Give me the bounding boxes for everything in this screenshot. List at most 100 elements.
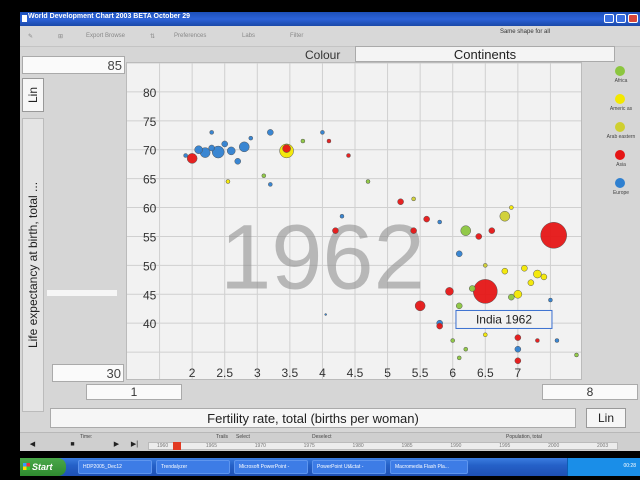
bubble[interactable]	[456, 355, 462, 361]
bubble[interactable]	[548, 297, 553, 303]
bubble[interactable]	[554, 338, 560, 343]
task-item-powerpoint[interactable]: Microsoft PowerPoint -	[234, 460, 308, 474]
legend-dot[interactable]	[615, 178, 625, 188]
bubble[interactable]	[473, 279, 498, 304]
bubble[interactable]	[475, 233, 483, 240]
bubble[interactable]	[483, 332, 488, 337]
trail-icon[interactable]: ⇅	[150, 34, 156, 40]
legend-label[interactable]: Asia	[616, 162, 626, 168]
colour-select[interactable]: Continents	[355, 46, 615, 62]
bubble[interactable]	[527, 279, 535, 286]
bubble[interactable]	[267, 129, 274, 136]
bubble[interactable]	[326, 138, 332, 144]
timeline-track[interactable]: 1960 1965 1970 1975 1980 1985 1990 1995 2000 2003	[148, 442, 618, 450]
toolbar-item-preferences[interactable]: Preferences	[174, 33, 207, 39]
bubble[interactable]	[365, 179, 371, 184]
bubble[interactable]	[186, 153, 198, 164]
x-axis-selector[interactable]: Fertility rate, total (births per woman)	[50, 408, 576, 428]
bubble[interactable]	[574, 352, 579, 358]
task-item-powerpoint-2[interactable]: PowerPoint Ut&ctat -	[312, 460, 386, 474]
rewind-icon[interactable]: ◀	[29, 441, 36, 448]
bubble[interactable]	[437, 219, 442, 225]
bubble[interactable]	[411, 196, 416, 202]
same-shape-label[interactable]: Same shape for all	[499, 29, 550, 35]
bubble[interactable]	[300, 138, 306, 144]
bubble[interactable]	[414, 300, 426, 312]
bubble[interactable]	[514, 357, 522, 365]
x-max-field[interactable]: 8	[542, 384, 638, 400]
x-scale-button[interactable]: Lin	[586, 408, 626, 428]
legend-dot[interactable]	[615, 94, 625, 104]
stop-icon[interactable]: ■	[70, 441, 75, 448]
y-scale-button[interactable]: Lin	[22, 78, 44, 112]
task-item-hdp[interactable]: HDP2005_Dec12	[78, 460, 152, 474]
bubble[interactable]	[226, 146, 236, 156]
maximize-button[interactable]	[616, 14, 626, 23]
select-label[interactable]: Select	[236, 434, 250, 440]
bubble[interactable]	[463, 346, 468, 352]
bubble[interactable]	[183, 153, 188, 158]
bubble[interactable]	[469, 285, 476, 292]
bubble[interactable]	[239, 141, 250, 153]
task-item-trendalyzer[interactable]: Trendalyzer	[156, 460, 230, 474]
bubble[interactable]	[488, 227, 496, 234]
bubble[interactable]	[450, 338, 455, 343]
bubble[interactable]	[339, 213, 345, 219]
size-label[interactable]: Population, total	[506, 434, 542, 440]
grid-icon[interactable]: ⊞	[58, 34, 64, 40]
toolbar-item-export[interactable]: Export Browse	[86, 33, 126, 39]
bubble[interactable]	[261, 173, 267, 178]
timeline-thumb[interactable]	[172, 442, 181, 450]
legend-dot[interactable]	[615, 150, 625, 160]
bubble[interactable]	[460, 225, 471, 236]
legend-label[interactable]: Africa	[614, 78, 628, 84]
legend-dot[interactable]	[615, 122, 625, 132]
bubble[interactable]	[508, 293, 515, 301]
bubble[interactable]	[282, 144, 291, 153]
bubble[interactable]	[513, 290, 523, 299]
bubble[interactable]	[225, 179, 231, 184]
y-axis-slider[interactable]	[47, 290, 117, 296]
bubble[interactable]	[514, 334, 522, 341]
minimize-button[interactable]	[604, 14, 614, 23]
bubble[interactable]	[332, 227, 339, 234]
bubble[interactable]	[423, 215, 430, 223]
bubble[interactable]	[521, 265, 528, 272]
bubble[interactable]	[540, 273, 548, 281]
legend-label[interactable]: Arab eastern	[606, 134, 636, 140]
bubble[interactable]	[211, 145, 225, 159]
toolbar-item-labs[interactable]: Labs	[242, 33, 256, 39]
bubble[interactable]	[455, 250, 463, 258]
bubble[interactable]	[509, 205, 514, 210]
bubble[interactable]	[533, 269, 542, 279]
bubble[interactable]	[346, 153, 351, 158]
bubble[interactable]	[410, 227, 417, 234]
close-button[interactable]	[628, 14, 638, 23]
bubble[interactable]	[397, 198, 404, 206]
step-forward-icon[interactable]: ▶|	[130, 441, 139, 448]
bubble[interactable]	[324, 313, 327, 316]
bubble[interactable]	[209, 130, 214, 135]
bubble[interactable]	[436, 322, 443, 330]
legend-dot[interactable]	[615, 66, 625, 76]
start-button[interactable]: Start	[20, 458, 66, 476]
trails-label[interactable]: Trails	[216, 434, 229, 440]
legend-label[interactable]: Europe	[612, 190, 630, 196]
bubble[interactable]	[221, 140, 228, 148]
pencil-icon[interactable]: ✎	[28, 34, 34, 40]
y-max-field[interactable]: 85	[22, 56, 125, 74]
bubble[interactable]	[499, 210, 511, 222]
bubble[interactable]	[540, 222, 567, 249]
bubble-chart[interactable]: 1962 80 75 70 65 60 55 50 45 40 2 2.5 3 3.5 4 4.5 5 5.5 6 6…	[126, 62, 582, 380]
x-min-field[interactable]: 1	[86, 384, 182, 400]
bubble[interactable]	[234, 158, 241, 165]
y-axis-selector[interactable]: Life expectancy at birth, total ...	[22, 118, 44, 412]
bubble[interactable]	[501, 267, 509, 275]
play-icon[interactable]: ▶	[113, 441, 120, 448]
y-min-field[interactable]: 30	[52, 364, 124, 382]
toolbar-item-filter[interactable]: Filter	[290, 33, 304, 39]
bubble[interactable]	[268, 182, 273, 187]
bubble[interactable]	[445, 287, 454, 296]
bubble[interactable]	[514, 345, 522, 353]
task-item-flash[interactable]: Macromedia Flash Pla...	[390, 460, 468, 474]
